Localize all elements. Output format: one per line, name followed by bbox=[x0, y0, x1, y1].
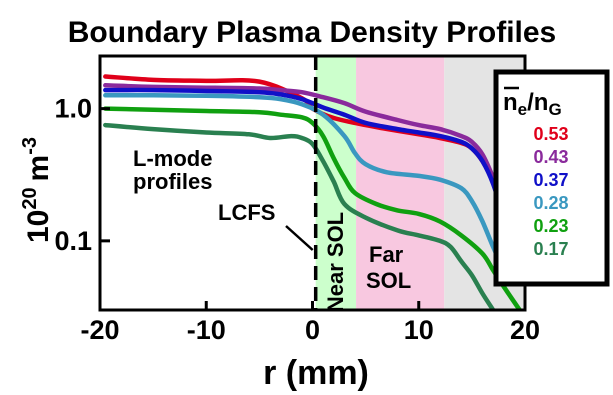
legend-title-sub-g: G bbox=[548, 100, 561, 119]
y-label-unit-exponent: -3 bbox=[19, 137, 41, 155]
legend-title-n: n bbox=[503, 89, 518, 116]
far-sol-label-line2: SOL bbox=[366, 268, 411, 293]
series-line-1 bbox=[103, 83, 507, 210]
y-axis-label: 1020 m-3 bbox=[19, 137, 55, 243]
x-tick-label-3: 10 bbox=[404, 315, 434, 345]
lmode-label-line2: profiles bbox=[133, 169, 212, 194]
chart-title: Boundary Plasma Density Profiles bbox=[68, 16, 557, 49]
y-label-base: 10 bbox=[22, 210, 55, 243]
y-label-exponent: 20 bbox=[19, 187, 41, 209]
region-1 bbox=[356, 56, 445, 310]
series-line-4 bbox=[103, 106, 522, 310]
lcfs-pointer bbox=[285, 225, 314, 251]
near-sol-label: Near SOL bbox=[323, 212, 348, 312]
axis-ticks: -20 -10 0 10 20 1.0 0.1 bbox=[54, 94, 540, 345]
x-tick-label-4: 20 bbox=[510, 315, 540, 345]
y-tick-label-1: 0.1 bbox=[54, 226, 92, 256]
x-tick-label-1: -10 bbox=[187, 315, 226, 345]
legend-box bbox=[493, 69, 610, 287]
legend: ne/nG 0.53 0.43 0.37 0.28 0.23 0.17 bbox=[493, 69, 610, 287]
lmode-label-line1: L-mode bbox=[133, 146, 212, 171]
legend-entry-1: 0.43 bbox=[533, 147, 568, 167]
legend-entries: 0.53 0.43 0.37 0.28 0.23 0.17 bbox=[533, 124, 568, 259]
series-line-2 bbox=[103, 87, 507, 220]
legend-entry-5: 0.17 bbox=[533, 239, 568, 259]
x-axis-label: r (mm) bbox=[263, 354, 369, 392]
legend-entry-4: 0.23 bbox=[533, 216, 568, 236]
y-tick-label-0: 1.0 bbox=[54, 94, 92, 124]
lcfs-label: LCFS bbox=[218, 200, 275, 225]
legend-title-sep: /n bbox=[527, 89, 548, 116]
x-tick-label-2: 0 bbox=[305, 315, 320, 345]
far-sol-label-line1: Far bbox=[369, 242, 404, 267]
legend-title-sub-e: e bbox=[518, 100, 527, 119]
y-label-unit: m bbox=[22, 155, 55, 182]
legend-title: ne/nG bbox=[503, 89, 562, 119]
legend-entry-2: 0.37 bbox=[533, 170, 568, 190]
series-line-5 bbox=[103, 122, 496, 310]
series-line-3 bbox=[103, 93, 507, 273]
x-tick-label-0: -20 bbox=[80, 315, 119, 345]
legend-entry-3: 0.28 bbox=[533, 193, 568, 213]
legend-entry-0: 0.53 bbox=[533, 124, 568, 144]
